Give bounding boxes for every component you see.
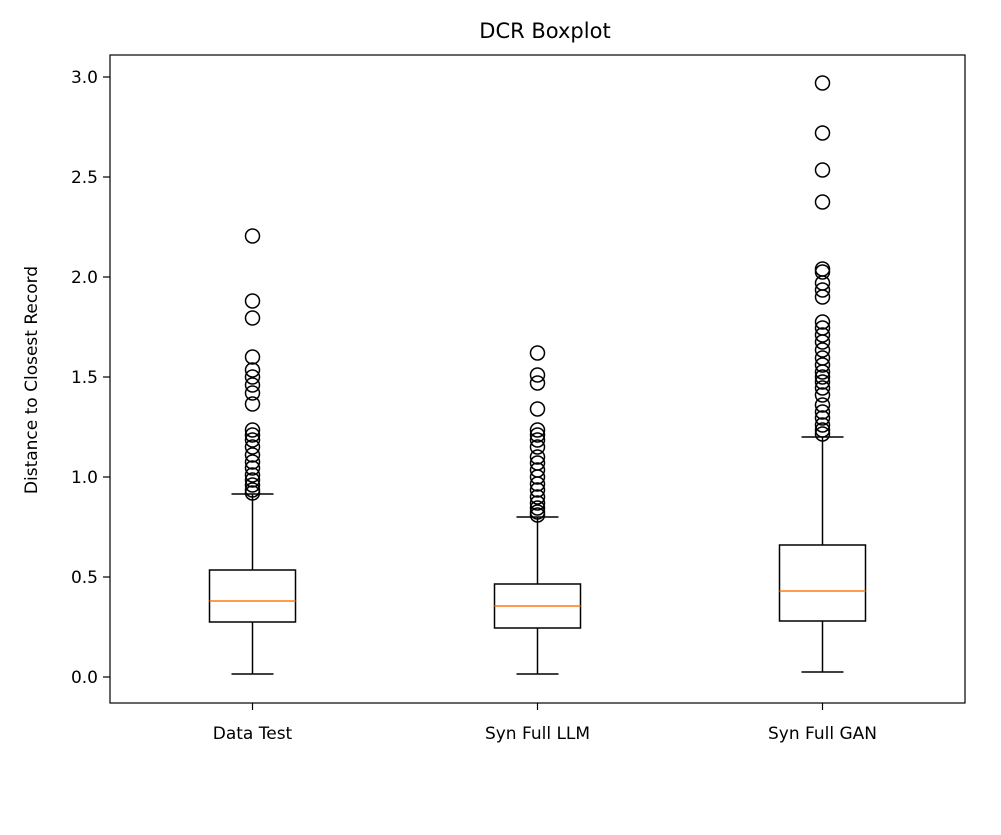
- outlier-point: [814, 417, 831, 433]
- outlier-point: [244, 293, 261, 309]
- x-tick-label: Syn Full GAN: [768, 724, 877, 744]
- outlier-point: [529, 495, 546, 511]
- y-tick-label: 3.0: [71, 68, 98, 88]
- outlier-point: [529, 476, 546, 492]
- outlier-point: [814, 422, 831, 438]
- outlier-point: [529, 489, 546, 505]
- y-tick-label: 1.0: [71, 468, 98, 488]
- outlier-point: [244, 427, 261, 443]
- box: [778, 544, 867, 622]
- outlier-point: [244, 439, 261, 455]
- outlier-point: [814, 369, 831, 385]
- outlier-point: [814, 282, 831, 298]
- outlier-point: [814, 125, 831, 141]
- outlier-point: [529, 482, 546, 498]
- outlier-point: [529, 449, 546, 465]
- outlier-point: [814, 75, 831, 91]
- outlier-point: [244, 385, 261, 401]
- outlier-point: [244, 362, 261, 378]
- y-tick-label: 2.0: [71, 268, 98, 288]
- outlier-point: [529, 439, 546, 455]
- outlier-point: [814, 426, 831, 442]
- outlier-point: [814, 162, 831, 178]
- outlier-point: [814, 357, 831, 373]
- outlier-point: [529, 375, 546, 391]
- outlier-point: [529, 427, 546, 443]
- outlier-point: [244, 377, 261, 393]
- outlier-point: [529, 469, 546, 485]
- outlier-point: [244, 369, 261, 385]
- outlier-point: [529, 422, 546, 438]
- x-tick-label: Data Test: [213, 724, 293, 744]
- outlier-point: [244, 477, 261, 493]
- outlier-point: [529, 432, 546, 448]
- outlier-point: [814, 261, 831, 277]
- y-tick-label: 0.5: [71, 568, 98, 588]
- outlier-point: [529, 367, 546, 383]
- y-tick-label: 2.5: [71, 168, 98, 188]
- outlier-point: [244, 447, 261, 463]
- outlier-point: [814, 342, 831, 358]
- outlier-point: [244, 228, 261, 244]
- chart-title: DCR Boxplot: [479, 19, 610, 43]
- outlier-point: [529, 507, 546, 523]
- outlier-point: [244, 349, 261, 365]
- x-tick-label: Syn Full LLM: [485, 724, 590, 744]
- outlier-point: [244, 460, 261, 476]
- outlier-point: [814, 397, 831, 413]
- outlier-point: [244, 432, 261, 448]
- outlier-point: [814, 289, 831, 305]
- outlier-point: [529, 500, 546, 516]
- outlier-point: [244, 422, 261, 438]
- outlier-point: [814, 364, 831, 380]
- outlier-point: [814, 327, 831, 343]
- outlier-point: [814, 387, 831, 403]
- outlier-point: [244, 485, 261, 501]
- outlier-point: [244, 454, 261, 470]
- outlier-point: [814, 380, 831, 396]
- outlier-point: [814, 374, 831, 390]
- outlier-point: [814, 404, 831, 420]
- outlier-point: [244, 310, 261, 326]
- outlier-point: [529, 401, 546, 417]
- outlier-point: [244, 396, 261, 412]
- outlier-point: [814, 334, 831, 350]
- plot-frame: [109, 54, 966, 704]
- outlier-point: [814, 264, 831, 280]
- outlier-point: [814, 314, 831, 330]
- outlier-point: [244, 467, 261, 483]
- y-tick-label: 0.0: [71, 668, 98, 688]
- y-tick-label: 1.5: [71, 368, 98, 388]
- outlier-point: [529, 345, 546, 361]
- outlier-point: [244, 472, 261, 488]
- outlier-point: [814, 410, 831, 426]
- box: [208, 569, 297, 623]
- y-axis-label: Distance to Closest Record: [22, 266, 42, 494]
- outlier-point: [814, 194, 831, 210]
